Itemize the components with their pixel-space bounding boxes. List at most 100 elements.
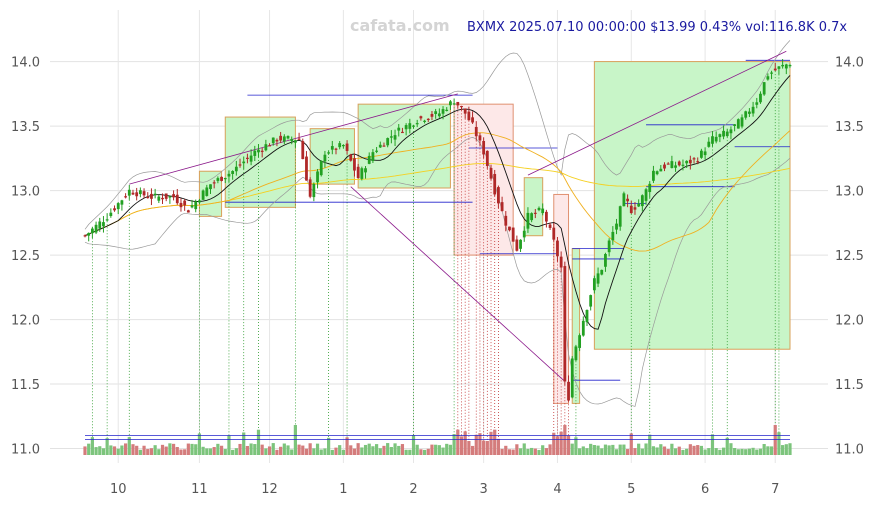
candle-body — [504, 215, 508, 226]
candle-body — [183, 200, 187, 206]
candle-body — [467, 111, 471, 121]
volume-bar — [530, 447, 534, 455]
candle-body — [356, 166, 360, 179]
candle-body — [533, 212, 537, 214]
volume-bar — [345, 437, 349, 455]
candle-body — [644, 189, 648, 201]
candle-body — [456, 101, 460, 106]
volume-bar — [781, 445, 785, 455]
candle-body — [135, 192, 139, 197]
candle-body — [142, 191, 146, 196]
candle-body — [773, 68, 777, 71]
candle-body — [677, 161, 681, 166]
candle-body — [729, 129, 733, 134]
trend-line — [129, 93, 458, 185]
candle-body — [600, 269, 604, 275]
candle-body — [722, 130, 725, 137]
watermark: cafata.com — [350, 16, 450, 35]
candle-body — [334, 148, 338, 150]
candle-body — [703, 151, 707, 156]
candle-body — [674, 165, 677, 168]
volume-bar — [208, 448, 213, 455]
candle-body — [131, 192, 135, 195]
candle-body — [153, 193, 157, 195]
y-tick-label-left: 13.5 — [11, 120, 40, 135]
volume-bar — [511, 449, 515, 455]
volume-bar — [541, 445, 545, 455]
candle-body — [231, 171, 235, 174]
candle-body — [607, 240, 611, 253]
volume-bar — [655, 447, 659, 455]
candle-body — [146, 196, 150, 199]
volume-bar — [267, 446, 272, 455]
volume-bar — [175, 446, 179, 455]
candle-body — [489, 167, 493, 179]
volume-bar — [219, 445, 224, 455]
candle-body — [663, 164, 666, 169]
volume-bar — [762, 444, 766, 455]
candle-body — [389, 136, 393, 138]
volume-bar — [323, 448, 327, 455]
candle-body — [408, 123, 412, 129]
volume-bar — [138, 449, 142, 455]
volume-bar — [378, 448, 382, 455]
volume-bar — [703, 449, 707, 455]
x-tick-label: 6 — [701, 482, 709, 497]
volume-bar — [352, 448, 357, 455]
moving-averages — [84, 40, 791, 407]
band-lower-line — [84, 137, 791, 407]
volume-bar — [662, 446, 667, 455]
candle-body — [257, 149, 260, 153]
x-tick-label: 11 — [191, 482, 208, 497]
candle-body — [253, 150, 257, 156]
candle-body — [508, 226, 511, 231]
candle-body — [770, 72, 773, 74]
candle-body — [386, 138, 390, 146]
candle-body — [570, 358, 574, 398]
candle-body — [482, 140, 486, 155]
candle-body — [485, 150, 489, 166]
volume-bar — [688, 444, 692, 455]
candle-body — [563, 266, 567, 382]
volume-bar — [116, 448, 120, 455]
candle-body — [127, 189, 131, 196]
volume-bar — [90, 437, 94, 455]
candle-body — [102, 222, 105, 227]
candle-body — [212, 182, 216, 184]
volume-bar — [127, 437, 131, 455]
volume-bar — [242, 432, 246, 455]
volume-bar — [788, 443, 792, 455]
candle-body — [90, 228, 94, 234]
candle-body — [559, 256, 563, 268]
candle-body — [652, 170, 655, 181]
candle-body — [312, 183, 316, 198]
volume-bar — [585, 448, 589, 455]
volume-bar — [201, 446, 205, 455]
volume-bar — [563, 425, 567, 455]
volume-bar — [758, 448, 763, 455]
candle-body — [434, 111, 438, 115]
volume-bar — [297, 444, 301, 455]
volume-bar — [725, 437, 729, 455]
candle-body — [319, 160, 323, 176]
volume-bar — [356, 443, 360, 455]
candle-body — [736, 119, 740, 129]
ma-mid-line — [84, 130, 791, 252]
volume-bar — [146, 449, 150, 455]
candle-body — [759, 93, 762, 103]
y-tick-label-right: 13.0 — [835, 185, 864, 200]
x-tick-label: 7 — [771, 482, 779, 497]
volume-bar — [168, 443, 172, 455]
candle-body — [316, 171, 319, 183]
volume-bar — [441, 447, 445, 455]
volume-bar — [120, 445, 124, 455]
volume-bar — [249, 443, 253, 455]
candle-body — [216, 178, 220, 181]
volume-bar — [589, 443, 593, 455]
volume-bar — [677, 446, 681, 455]
volume-bar — [496, 438, 501, 455]
candle-body — [172, 194, 175, 198]
volume-bar — [393, 443, 397, 455]
level-lines — [85, 59, 790, 440]
